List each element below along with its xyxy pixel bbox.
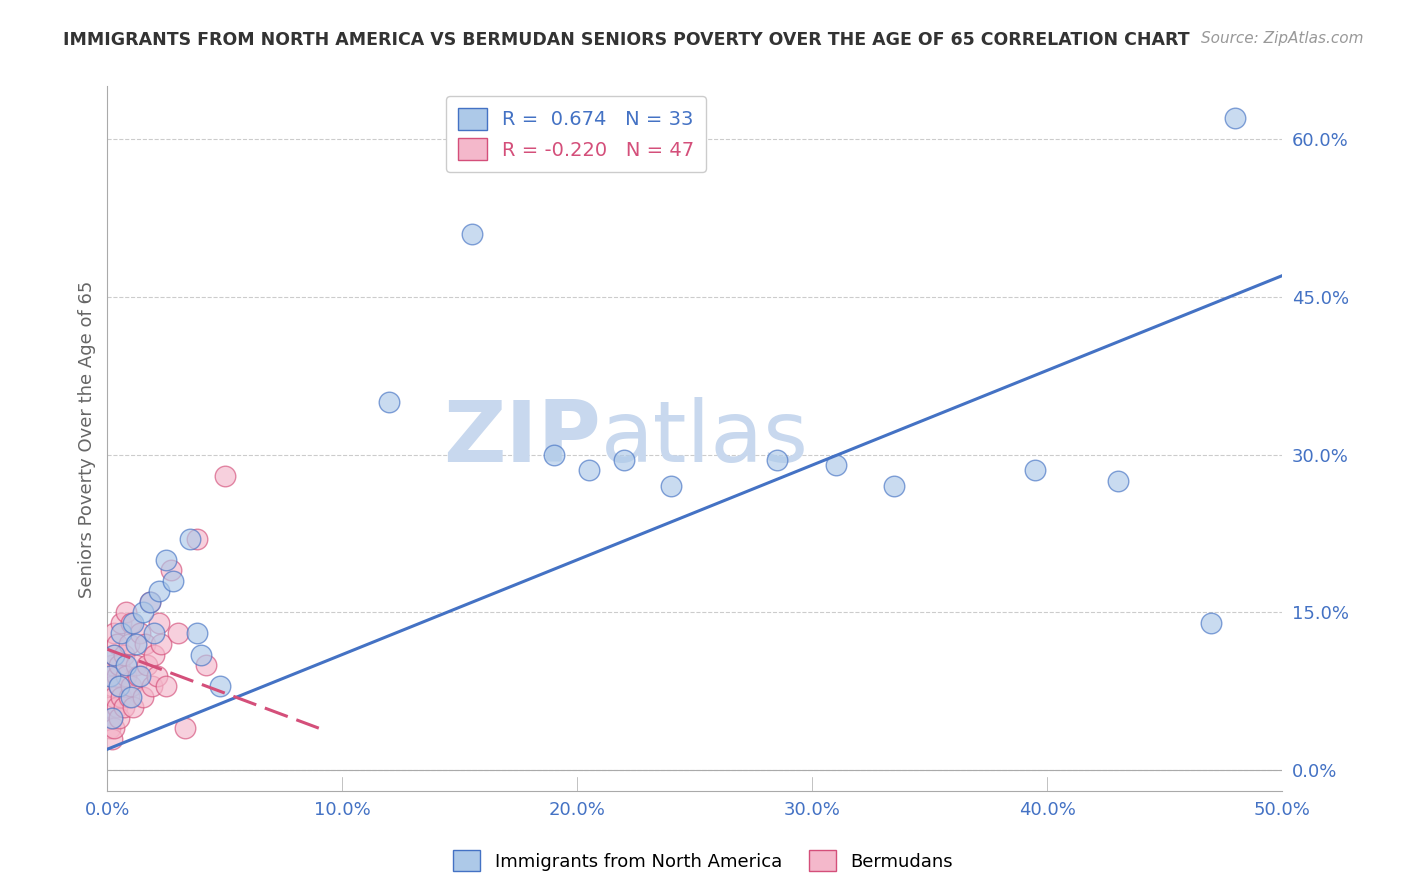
Point: [145, 668, 167, 682]
Point: [378, 395, 401, 409]
Point: [98, 721, 121, 735]
Point: [101, 711, 124, 725]
Y-axis label: Seniors Poverty Over the Age of 65: Seniors Poverty Over the Age of 65: [79, 280, 96, 598]
Point: [155, 679, 177, 693]
Point: [578, 463, 600, 477]
Point: [127, 668, 149, 682]
Point: [103, 648, 125, 662]
Point: [124, 637, 146, 651]
Point: [124, 658, 146, 673]
Point: [122, 700, 145, 714]
Point: [129, 668, 152, 682]
Point: [110, 626, 132, 640]
Point: [214, 468, 236, 483]
Point: [98, 668, 121, 682]
Point: [115, 606, 138, 620]
Point: [1201, 615, 1223, 630]
Point: [155, 553, 177, 567]
Point: [131, 690, 153, 704]
Point: [120, 679, 142, 693]
Point: [613, 453, 636, 467]
Text: Source: ZipAtlas.com: Source: ZipAtlas.com: [1201, 31, 1364, 46]
Point: [101, 731, 124, 746]
Point: [148, 615, 170, 630]
Point: [103, 721, 125, 735]
Point: [103, 690, 125, 704]
Point: [543, 448, 565, 462]
Point: [108, 711, 131, 725]
Point: [98, 700, 121, 714]
Point: [159, 563, 181, 577]
Point: [105, 668, 128, 682]
Text: ZIP: ZIP: [443, 397, 600, 480]
Point: [166, 626, 188, 640]
Point: [101, 658, 124, 673]
Point: [105, 637, 128, 651]
Point: [659, 479, 682, 493]
Point: [108, 679, 131, 693]
Point: [138, 595, 160, 609]
Point: [120, 690, 142, 704]
Point: [150, 637, 173, 651]
Text: IMMIGRANTS FROM NORTH AMERICA VS BERMUDAN SENIORS POVERTY OVER THE AGE OF 65 COR: IMMIGRANTS FROM NORTH AMERICA VS BERMUDA…: [63, 31, 1189, 49]
Point: [98, 668, 121, 682]
Point: [190, 648, 212, 662]
Point: [141, 679, 163, 693]
Point: [174, 721, 197, 735]
Point: [179, 532, 201, 546]
Point: [1223, 111, 1246, 125]
Point: [110, 615, 132, 630]
Point: [138, 595, 160, 609]
Text: atlas: atlas: [600, 397, 808, 480]
Point: [824, 458, 846, 472]
Point: [148, 584, 170, 599]
Point: [108, 679, 131, 693]
Point: [122, 615, 145, 630]
Point: [1024, 463, 1046, 477]
Point: [112, 648, 135, 662]
Point: [120, 615, 142, 630]
Point: [186, 626, 208, 640]
Point: [129, 626, 152, 640]
Point: [112, 700, 135, 714]
Point: [101, 679, 124, 693]
Point: [115, 658, 138, 673]
Point: [883, 479, 905, 493]
Legend: R =  0.674   N = 33, R = -0.220   N = 47: R = 0.674 N = 33, R = -0.220 N = 47: [446, 96, 706, 172]
Point: [108, 658, 131, 673]
Point: [103, 626, 125, 640]
Point: [162, 574, 184, 588]
Legend: Immigrants from North America, Bermudans: Immigrants from North America, Bermudans: [446, 843, 960, 879]
Point: [117, 690, 139, 704]
Point: [103, 648, 125, 662]
Point: [766, 453, 789, 467]
Point: [117, 637, 139, 651]
Point: [136, 658, 159, 673]
Point: [195, 658, 218, 673]
Point: [143, 648, 166, 662]
Point: [101, 711, 124, 725]
Point: [134, 637, 156, 651]
Point: [110, 690, 132, 704]
Point: [143, 626, 166, 640]
Point: [460, 227, 482, 241]
Point: [209, 679, 232, 693]
Point: [115, 668, 138, 682]
Point: [131, 606, 153, 620]
Point: [105, 700, 128, 714]
Point: [1107, 474, 1129, 488]
Point: [186, 532, 208, 546]
